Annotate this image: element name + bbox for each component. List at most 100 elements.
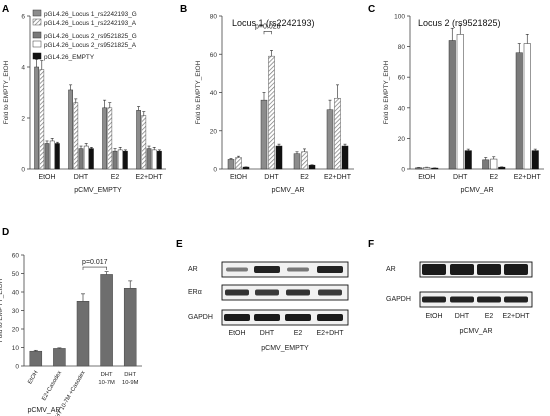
blot-f-band — [504, 264, 528, 275]
panel-a-bar — [123, 150, 128, 170]
panel-c-y-axis-label: Fold to EMPTY_EtOH — [383, 60, 390, 124]
panel-d-x-tick-line: 10-9M — [122, 380, 139, 386]
panel-a-bar — [44, 143, 50, 170]
panel-b-y-tick-label: 40 — [210, 90, 218, 97]
panel-c-y-tick-label: 20 — [398, 136, 406, 143]
blot-e-x-axis-label: pCMV_EMPTY — [261, 345, 309, 352]
panel-b-y-tick-label: 0 — [213, 167, 217, 174]
panel-b-bar — [260, 99, 268, 170]
blot-f-row-label: AR — [386, 266, 396, 273]
blot-f-band — [422, 296, 446, 303]
chart-panel-b: 0 20 40 60 80 Fold to EMPTY_EtOH EtOH DHT E2 E2+D… — [195, 14, 354, 194]
blot-e-band — [318, 289, 342, 296]
panel-c-y-tick-label: 40 — [398, 105, 406, 112]
panel-b-bar — [275, 145, 283, 170]
legend-swatch — [32, 9, 42, 17]
panel-a-x-tick-label: E2+DHT — [135, 174, 163, 181]
panel-c-bar — [482, 159, 490, 170]
blot-f-row-label: GAPDH — [386, 296, 411, 303]
blot-e-lane-label: DHT — [260, 330, 275, 337]
legend-label: pGL4.26_Locus 1_rs2242193_G — [44, 11, 137, 18]
panel-a-bar — [68, 89, 73, 170]
legend-swatch — [32, 18, 42, 26]
panel-a-bar — [141, 115, 147, 170]
legend-swatch — [32, 40, 42, 48]
panel-a-bar — [83, 145, 89, 170]
blot-e-blot-strip — [221, 284, 349, 301]
panel-d-x-axis-label: pCMV_AR — [27, 407, 60, 414]
panel-label-e: E — [176, 239, 183, 250]
panel-d-x-tick-line: DHT — [101, 372, 113, 378]
panel-b-significance-bracket — [263, 31, 272, 35]
panel-c-title: Locus 2 (rs9521825) — [418, 18, 501, 28]
blot-e-band — [254, 314, 280, 321]
panel-c-bar — [515, 52, 523, 170]
panel-a-bar — [34, 66, 39, 170]
panel-b-p-value: p=0.028 — [255, 23, 281, 30]
chart-panel-a: 0 2 4 6 Fold to EMPTY_EtOH EtOH DHT E2 E2+DHT pCM… — [3, 14, 166, 194]
panel-b-x-tick-label: E2+DHT — [324, 174, 352, 181]
panel-a-x-tick-label: EtOH — [38, 174, 55, 181]
blot-e-band — [226, 267, 248, 272]
panel-c-x-axis-label: pCMV_AR — [460, 187, 493, 194]
blot-e-band — [287, 267, 309, 272]
blot-f-blot-strip — [419, 261, 533, 278]
panel-a-bar — [107, 107, 113, 170]
panel-d-y-tick-label: 30 — [12, 308, 20, 315]
panel-a-bar — [157, 150, 162, 170]
panel-b-y-axis-label: Fold to EMPTY_EtOH — [195, 60, 202, 124]
panel-d-x-tick-label: E2+Casodex — [41, 370, 63, 402]
legend-panel-a: pGL4.26_Locus 1_rs2242193_G pGL4.26_Locus… — [32, 9, 137, 61]
blot-f-band — [477, 264, 501, 275]
panel-b-bar — [268, 55, 275, 170]
blot-f-lane-label: E2 — [485, 313, 494, 320]
panel-c-x-tick-label: E2+DHT — [514, 174, 542, 181]
panel-a-bar — [78, 148, 84, 170]
panel-label-f: F — [368, 239, 374, 250]
blot-e-blot-strip — [221, 261, 349, 278]
chart-panel-d: 0 10 20 30 40 50 60 Fold to EMPTY_EtOH EtOH E2+Ca… — [0, 253, 142, 416]
panel-d-y-tick-label: 50 — [12, 271, 20, 278]
legend-label: pGL4.26_Locus 2_rs9521825_G — [44, 33, 137, 40]
panel-label-b: B — [180, 4, 187, 15]
western-blot-f: AR GAPDH EtOH DHT E2 E2+DHT pCMV_AR — [386, 261, 533, 335]
blot-e-lane-label: E2+DHT — [316, 330, 344, 337]
panel-d-x-tick-label: DHT 10-9M — [122, 372, 139, 386]
panel-d-x-tick-label: DHT 10-7M — [98, 372, 115, 386]
blot-e-band — [317, 266, 343, 273]
panel-c-x-tick-label: E2 — [489, 174, 498, 181]
blot-f-lane-label: DHT — [455, 313, 470, 320]
panel-a-x-tick-label: E2 — [111, 174, 120, 181]
panel-b-bar — [301, 151, 308, 170]
legend-swatch — [32, 31, 42, 39]
legend-label: pGL4.26_Locus 2_rs9521825_A — [44, 42, 137, 49]
blot-f-band — [477, 296, 501, 303]
blot-e-row-label: ERα — [188, 289, 202, 296]
panel-a-bar — [55, 143, 60, 170]
panel-a-y-axis-label: Fold to EMPTY_EtOH — [3, 60, 10, 124]
panel-c-x-tick-label: EtOH — [418, 174, 435, 181]
panel-b-y-tick-label: 80 — [210, 14, 218, 21]
panel-a-x-tick-label: DHT — [74, 174, 89, 181]
panel-c-bar — [464, 150, 472, 170]
panel-a-bar — [73, 102, 79, 170]
panel-a-bar — [117, 149, 123, 170]
panel-d-y-tick-label: 20 — [12, 327, 20, 334]
panel-b-x-tick-label: E2 — [300, 174, 309, 181]
blot-e-band — [224, 314, 250, 321]
blot-e-band — [225, 289, 249, 296]
panel-d-x-tick-line: 10-7M — [98, 380, 115, 386]
blot-f-lane-label: EtOH — [425, 313, 442, 320]
panel-a-x-axis-label: pCMV_EMPTY — [74, 187, 122, 194]
panel-b-x-tick-label: DHT — [264, 174, 279, 181]
blot-e-band — [255, 289, 279, 296]
panel-b-y-tick-label: 20 — [210, 128, 218, 135]
panel-d-y-tick-label: 40 — [12, 290, 20, 297]
panel-d-y-tick-label: 0 — [15, 364, 19, 371]
panel-a-bar — [89, 148, 94, 170]
panel-d-x-tick-line: DHT — [124, 372, 136, 378]
blot-f-band — [422, 264, 446, 275]
panel-a-bar — [102, 107, 107, 170]
panel-d-bar — [76, 301, 90, 367]
panel-c-y-tick-label: 0 — [401, 167, 405, 174]
